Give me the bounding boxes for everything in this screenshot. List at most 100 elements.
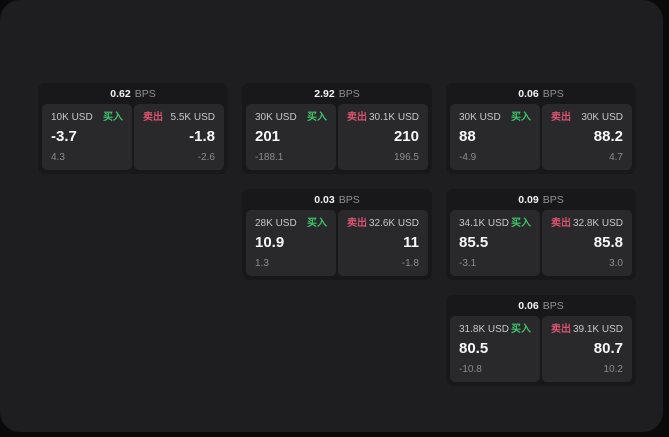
card-body: 31.8K USD 买入 80.5 -10.8 卖出 39.1K USD 80.… xyxy=(446,313,636,386)
sell-side-label: 卖出 xyxy=(551,218,571,229)
bps-unit-label: BPS xyxy=(338,193,360,206)
sell-price: 11 xyxy=(403,234,419,251)
bps-value: 0.62 xyxy=(110,87,131,100)
quote-card: 0.62 BPS 10K USD 买入 -3.7 4.3 卖出 5.5K USD… xyxy=(38,83,228,174)
sell-panel-header: 卖出 32.8K USD xyxy=(551,217,623,230)
sell-amount: 5.5K USD xyxy=(170,112,215,123)
sell-side-label: 卖出 xyxy=(347,112,367,123)
sell-side-label: 卖出 xyxy=(143,112,163,123)
buy-price: 201 xyxy=(255,128,281,145)
buy-panel[interactable]: 31.8K USD 买入 80.5 -10.8 xyxy=(450,316,540,382)
sell-price: -1.8 xyxy=(189,128,215,145)
card-body: 30K USD 买入 88 -4.9 卖出 30K USD 88.2 4.7 xyxy=(446,101,636,174)
buy-side-label: 买入 xyxy=(511,218,531,229)
quote-card: 0.06 BPS 31.8K USD 买入 80.5 -10.8 卖出 39.1… xyxy=(446,295,636,386)
sell-delta: 4.7 xyxy=(609,152,623,163)
buy-side-label: 买入 xyxy=(103,112,123,123)
sell-panel-header: 卖出 5.5K USD xyxy=(143,111,215,124)
bps-unit-label: BPS xyxy=(542,87,564,100)
card-body: 10K USD 买入 -3.7 4.3 卖出 5.5K USD -1.8 -2.… xyxy=(38,101,228,174)
card-body: 28K USD 买入 10.9 1.3 卖出 32.6K USD 11 -1.8 xyxy=(242,207,432,280)
buy-price: 80.5 xyxy=(459,340,489,357)
buy-panel[interactable]: 30K USD 买入 201 -188.1 xyxy=(246,104,336,170)
bps-unit-label: BPS xyxy=(542,193,564,206)
buy-delta: -4.9 xyxy=(459,152,477,163)
bps-value: 0.06 xyxy=(518,87,539,100)
sell-side-label: 卖出 xyxy=(551,112,571,123)
bps-value: 0.06 xyxy=(518,299,539,312)
quote-grid: 0.62 BPS 10K USD 买入 -3.7 4.3 卖出 5.5K USD… xyxy=(38,83,636,386)
sell-side-label: 卖出 xyxy=(347,218,367,229)
sell-panel[interactable]: 卖出 32.8K USD 85.8 3.0 xyxy=(542,210,632,276)
buy-delta: -3.1 xyxy=(459,258,477,269)
buy-delta: 4.3 xyxy=(51,152,65,163)
card-header: 0.06 BPS xyxy=(446,83,636,101)
sell-panel-header: 卖出 30.1K USD xyxy=(347,111,419,124)
bps-value: 2.92 xyxy=(314,87,335,100)
buy-amount: 31.8K USD xyxy=(459,324,510,335)
sell-panel[interactable]: 卖出 32.6K USD 11 -1.8 xyxy=(338,210,428,276)
sell-amount: 30.1K USD xyxy=(368,112,419,123)
app-window: 0.62 BPS 10K USD 买入 -3.7 4.3 卖出 5.5K USD… xyxy=(0,0,663,432)
sell-panel[interactable]: 卖出 5.5K USD -1.8 -2.6 xyxy=(134,104,224,170)
quote-card: 2.92 BPS 30K USD 买入 201 -188.1 卖出 30.1K … xyxy=(242,83,432,174)
buy-price: -3.7 xyxy=(51,128,77,145)
buy-side-label: 买入 xyxy=(511,112,531,123)
bps-unit-label: BPS xyxy=(542,299,564,312)
sell-delta: -1.8 xyxy=(401,258,419,269)
sell-panel[interactable]: 卖出 39.1K USD 80.7 10.2 xyxy=(542,316,632,382)
buy-side-label: 买入 xyxy=(307,218,327,229)
sell-delta: 10.2 xyxy=(603,364,623,375)
sell-panel-header: 卖出 30K USD xyxy=(551,111,623,124)
buy-panel[interactable]: 34.1K USD 买入 85.5 -3.1 xyxy=(450,210,540,276)
card-body: 34.1K USD 买入 85.5 -3.1 卖出 32.8K USD 85.8… xyxy=(446,207,636,280)
buy-side-label: 买入 xyxy=(511,324,531,335)
buy-amount: 10K USD xyxy=(51,112,93,123)
sell-panel-header: 卖出 32.6K USD xyxy=(347,217,419,230)
buy-panel-header: 10K USD 买入 xyxy=(51,111,123,124)
sell-price: 210 xyxy=(393,128,419,145)
buy-panel[interactable]: 10K USD 买入 -3.7 4.3 xyxy=(42,104,132,170)
sell-panel[interactable]: 卖出 30K USD 88.2 4.7 xyxy=(542,104,632,170)
card-header: 0.06 BPS xyxy=(446,295,636,313)
sell-panel[interactable]: 卖出 30.1K USD 210 196.5 xyxy=(338,104,428,170)
card-header: 0.62 BPS xyxy=(38,83,228,101)
quote-card: 0.03 BPS 28K USD 买入 10.9 1.3 卖出 32.6K US… xyxy=(242,189,432,280)
card-body: 30K USD 买入 201 -188.1 卖出 30.1K USD 210 1… xyxy=(242,101,432,174)
buy-price: 88 xyxy=(459,128,476,145)
sell-delta: -2.6 xyxy=(197,152,215,163)
buy-side-label: 买入 xyxy=(307,112,327,123)
card-header: 0.09 BPS xyxy=(446,189,636,207)
buy-panel[interactable]: 28K USD 买入 10.9 1.3 xyxy=(246,210,336,276)
sell-delta: 3.0 xyxy=(609,258,623,269)
buy-delta: 1.3 xyxy=(255,258,269,269)
card-header: 2.92 BPS xyxy=(242,83,432,101)
quote-card: 0.06 BPS 30K USD 买入 88 -4.9 卖出 30K USD 8… xyxy=(446,83,636,174)
sell-amount: 32.8K USD xyxy=(572,218,623,229)
buy-delta: -10.8 xyxy=(459,364,482,375)
sell-price: 85.8 xyxy=(593,234,623,251)
sell-side-label: 卖出 xyxy=(551,324,571,335)
bps-unit-label: BPS xyxy=(134,87,156,100)
buy-amount: 28K USD xyxy=(255,218,297,229)
buy-price: 10.9 xyxy=(255,234,285,251)
sell-price: 80.7 xyxy=(593,340,623,357)
bps-value: 0.03 xyxy=(314,193,335,206)
buy-price: 85.5 xyxy=(459,234,489,251)
buy-panel-header: 34.1K USD 买入 xyxy=(459,217,531,230)
buy-panel-header: 30K USD 买入 xyxy=(459,111,531,124)
buy-panel-header: 31.8K USD 买入 xyxy=(459,323,531,336)
sell-amount: 39.1K USD xyxy=(572,324,623,335)
sell-price: 88.2 xyxy=(593,128,623,145)
sell-amount: 32.6K USD xyxy=(368,218,419,229)
buy-amount: 30K USD xyxy=(459,112,501,123)
buy-delta: -188.1 xyxy=(255,152,284,163)
bps-unit-label: BPS xyxy=(338,87,360,100)
buy-panel-header: 30K USD 买入 xyxy=(255,111,327,124)
buy-panel[interactable]: 30K USD 买入 88 -4.9 xyxy=(450,104,540,170)
card-header: 0.03 BPS xyxy=(242,189,432,207)
sell-amount: 30K USD xyxy=(581,112,623,123)
buy-amount: 34.1K USD xyxy=(459,218,510,229)
buy-panel-header: 28K USD 买入 xyxy=(255,217,327,230)
sell-panel-header: 卖出 39.1K USD xyxy=(551,323,623,336)
